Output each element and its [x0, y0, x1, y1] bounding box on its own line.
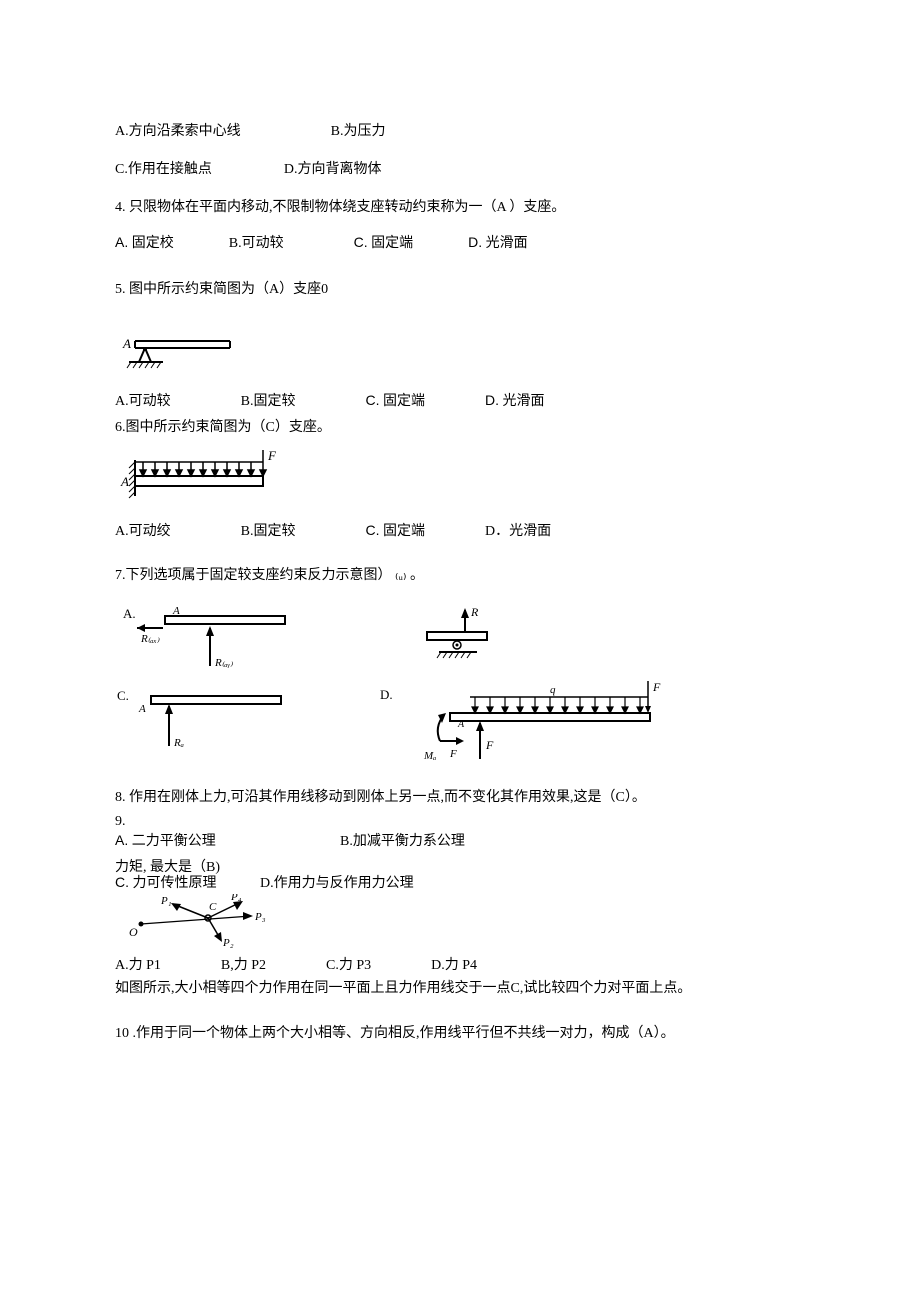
q9-ans-b: B,力 P2 [221, 954, 266, 974]
q4-options: A. 固定校 B.可动较 C. 固定端 D. 光滑面 [115, 232, 805, 252]
q9-opt-c: C. 力可传性原理 [115, 876, 220, 891]
q7-fig-c: C. A Rₐ [115, 684, 305, 764]
q5-svg: A [115, 326, 255, 376]
svg-text:F: F [449, 748, 457, 760]
q9-num: 9. [115, 814, 216, 830]
q5-options: A.可动较 B.固定较 C. 固定端 D. 光滑面 [115, 390, 805, 410]
q5-opt-c: C. 固定端 [365, 390, 425, 410]
q4-opt-a: A. 固定校 [115, 232, 174, 252]
svg-text:R₍ₐᵧ₎: R₍ₐᵧ₎ [214, 657, 233, 669]
q6-opt-c: C. 固定端 [365, 520, 425, 540]
q6-label-f: F [267, 448, 277, 463]
svg-text:R: R [470, 605, 479, 619]
q9-opt-d: D.作用力与反作用力公理 [260, 876, 414, 891]
q5-label-a: A [122, 336, 131, 351]
q3-options-row2: C.作用在接触点 D.方向背离物体 [115, 158, 805, 178]
svg-text:R₍ₐₓ₎: R₍ₐₓ₎ [140, 633, 160, 645]
svg-text:C.: C. [117, 688, 129, 703]
q9-ans-c: C.力 P3 [326, 954, 371, 974]
q6-svg: A [115, 448, 295, 506]
q3-opt-c: C.作用在接触点 [115, 158, 212, 178]
q5-text: 5. 图中所示约束简图为（A）支座0 [115, 278, 805, 298]
q4-text: 4. 只限物体在平面内移动,不限制物体绕支座转动约束称为一（A ）支座。 [115, 196, 805, 216]
q9-opt-cd-row: C. 力可传性原理 D.作用力与反作用力公理 [115, 872, 414, 892]
svg-text:Rₐ: Rₐ [173, 737, 184, 749]
q5-opt-a: A.可动较 [115, 390, 171, 410]
q7-fig-d: D. A q F [380, 679, 680, 774]
svg-text:O: O [129, 925, 138, 939]
svg-text:A.: A. [123, 606, 136, 621]
q9-ans-a: A.力 P1 [115, 954, 161, 974]
svg-text:q: q [550, 684, 556, 696]
svg-text:P₁: P₁ [160, 895, 172, 907]
q6-diagram: A [115, 448, 805, 506]
q3-opt-d: D.方向背离物体 [284, 158, 382, 178]
svg-text:F: F [652, 680, 661, 694]
svg-text:F: F [485, 738, 494, 752]
q9-opt-a: A. 二力平衡公理 [115, 830, 216, 850]
q4-opt-c: C. 固定端 [354, 232, 414, 252]
q6-options: A.可动绞 B.固定较 C. 固定端 D．光滑面 [115, 520, 805, 540]
q6-label-a: A [120, 474, 129, 489]
svg-text:A: A [138, 703, 146, 715]
q7-fig-a: A. A R₍ₐₓ₎ R₍ₐᵧ₎ [115, 604, 305, 679]
q8-text: 8. 作用在刚体上力,可沿其作用线移动到刚体上另一点,而不变化其作用效果,这是（… [115, 786, 805, 806]
q6-opt-d: D．光滑面 [485, 520, 551, 540]
svg-text:A: A [172, 605, 180, 617]
q6-text: 6.图中所示约束简图为（C）支座。 [115, 416, 805, 436]
q7-figures: A. A R₍ₐₓ₎ R₍ₐᵧ₎ R [115, 604, 805, 774]
q9-diagram: O C P₁ P₄ P₃ P₂ [123, 894, 283, 949]
q7-fig-b: R [395, 604, 525, 674]
q10-text: 10 .作用于同一个物体上两个大小相等、方向相反,作用线平行但不共线一对力，构成… [115, 1022, 805, 1042]
q4-opt-b: B.可动较 [229, 232, 284, 252]
q9-ans-d: D.力 P4 [431, 954, 477, 974]
q6-opt-a: A.可动绞 [115, 520, 171, 540]
q5-opt-b: B.固定较 [241, 390, 296, 410]
q5-opt-d: D. 光滑面 [485, 390, 545, 410]
q6-opt-b: B.固定较 [241, 520, 296, 540]
svg-text:A: A [457, 719, 465, 730]
q9-block: 9. A. 二力平衡公理 B.加减平衡力系公理 力矩, 最大是（B) C. 力可… [115, 814, 805, 954]
q3-opt-a: A.方向沿柔索中心线 [115, 120, 241, 140]
svg-text:P₂: P₂ [222, 937, 234, 949]
q9-answers: A.力 P1 B,力 P2 C.力 P3 D.力 P4 [115, 954, 805, 974]
q3-opt-b: B.为压力 [331, 120, 386, 140]
q7-text: 7.下列选项属于固定较支座约束反力示意图） ₍ᵤ₎ 。 [115, 564, 805, 584]
q3-options-row1: A.方向沿柔索中心线 B.为压力 [115, 120, 805, 140]
svg-text:Mₐ: Mₐ [423, 750, 436, 762]
q9-opt-b: B.加减平衡力系公理 [340, 830, 465, 850]
q5-diagram: A [115, 326, 805, 376]
svg-text:P₃: P₃ [254, 911, 266, 923]
svg-text:C: C [209, 901, 217, 913]
svg-text:P₄: P₄ [230, 894, 242, 903]
q9-context: 如图所示,大小相等四个力作用在同一平面上且力作用线交于一点C,试比较四个力对平面… [115, 978, 805, 1000]
svg-text:D.: D. [380, 687, 393, 702]
document-body: A.方向沿柔索中心线 B.为压力 C.作用在接触点 D.方向背离物体 4. 只限… [0, 0, 920, 1108]
q4-opt-d: D. 光滑面 [468, 232, 528, 252]
